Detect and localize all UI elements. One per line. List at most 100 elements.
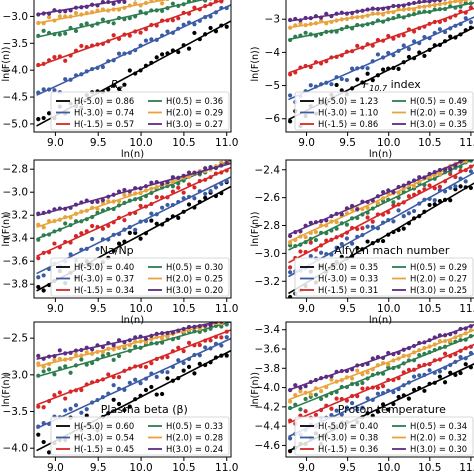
data-point [360, 212, 365, 217]
data-point [165, 18, 170, 23]
data-point [293, 243, 298, 249]
data-point [391, 3, 396, 9]
data-point [46, 250, 52, 255]
y-axis-label: ln(F(n)) [1, 47, 12, 82]
data-point [122, 17, 127, 22]
series-2 [36, 335, 231, 430]
data-point [427, 9, 432, 15]
data-point [380, 38, 386, 43]
data-point [422, 351, 427, 356]
data-point [360, 207, 365, 212]
data-point [95, 65, 100, 70]
data-point [463, 331, 468, 336]
data-point [375, 37, 381, 43]
data-point [127, 211, 132, 216]
y-axis-label: ln(F(n)) [1, 212, 12, 247]
data-point [68, 53, 73, 58]
data-point [176, 181, 181, 186]
data-point [406, 6, 412, 12]
data-point [319, 396, 324, 401]
data-point [380, 384, 386, 389]
data-point [329, 412, 334, 418]
data-point [365, 66, 370, 71]
data-point [95, 210, 100, 215]
data-point [380, 189, 386, 195]
data-point [334, 54, 339, 59]
data-point [165, 6, 170, 11]
data-point [360, 247, 365, 252]
data-point [138, 381, 143, 386]
data-point [133, 344, 138, 349]
series-4 [288, 0, 474, 43]
data-point [391, 200, 396, 205]
data-point [138, 30, 143, 35]
data-point [324, 231, 329, 236]
data-point [95, 349, 100, 354]
data-point [355, 215, 360, 221]
data-point [360, 405, 365, 410]
data-point [154, 374, 159, 379]
data-point [208, 326, 213, 331]
data-point [411, 216, 417, 221]
data-point [138, 196, 143, 202]
data-point [308, 236, 313, 241]
data-point [143, 204, 149, 209]
data-point [427, 368, 432, 373]
data-point [224, 161, 229, 166]
data-point [111, 232, 116, 237]
data-point [46, 111, 52, 116]
data-point [375, 371, 381, 376]
y-tick-label: −5.0 [3, 118, 29, 130]
data-point [46, 354, 52, 359]
data-point [52, 241, 57, 246]
data-point [303, 409, 308, 414]
data-point [411, 358, 417, 363]
data-point [79, 5, 84, 10]
data-point [380, 402, 386, 407]
data-point [391, 365, 396, 371]
data-point [370, 397, 375, 402]
data-point [391, 203, 396, 208]
data-point [411, 367, 417, 372]
data-point [365, 411, 370, 416]
data-point [160, 205, 165, 210]
data-point [100, 353, 105, 358]
data-point [380, 55, 386, 60]
legend-entry: H(0.5) = 0.49 [410, 96, 467, 106]
y-tick-label: −4.0 [3, 443, 29, 455]
data-point [111, 33, 116, 38]
data-point [386, 388, 391, 393]
data-point [127, 16, 132, 21]
data-point [165, 330, 170, 336]
data-point [313, 14, 319, 19]
data-point [334, 408, 339, 413]
data-point [100, 0, 105, 5]
data-point [181, 349, 186, 354]
data-point [181, 368, 186, 373]
data-point [122, 51, 127, 56]
data-point [406, 27, 412, 32]
data-point [57, 9, 62, 14]
data-point [396, 202, 401, 207]
data-point [360, 386, 365, 391]
data-point [365, 239, 370, 244]
data-point [303, 23, 308, 28]
data-point [143, 27, 149, 32]
data-point [149, 186, 154, 191]
data-point [308, 64, 313, 70]
data-point [149, 384, 154, 390]
data-point [453, 372, 458, 378]
data-point [46, 282, 52, 288]
data-point [224, 24, 229, 29]
data-point [417, 352, 422, 358]
data-point [355, 207, 360, 212]
data-point [46, 58, 52, 63]
data-point [57, 348, 62, 353]
data-point [458, 326, 463, 332]
data-point [386, 362, 391, 367]
data-point [197, 189, 202, 194]
data-point [463, 346, 468, 351]
data-point [73, 403, 79, 408]
legend-entry: H(-5.0) = 0.40 [74, 262, 134, 272]
legend-entry: H(2.0) = 0.25 [166, 274, 223, 284]
